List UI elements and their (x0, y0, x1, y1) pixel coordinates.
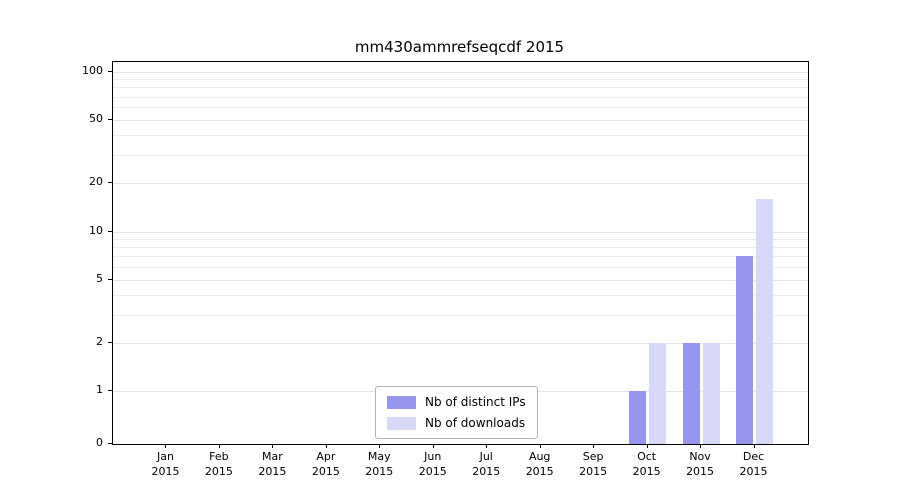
y-tick-label: 100 (82, 64, 103, 77)
gridline-major (113, 231, 808, 233)
bar (702, 342, 720, 444)
x-tick-label: Sep 2015 (579, 450, 608, 478)
gridline-minor (113, 87, 808, 89)
x-tick-label: Jun 2015 (418, 450, 447, 478)
legend: Nb of distinct IPs Nb of downloads (375, 386, 538, 439)
x-tick-mark (165, 444, 167, 448)
x-tick-label: Oct 2015 (632, 450, 661, 478)
x-tick-mark (379, 444, 381, 448)
x-tick-label: Feb 2015 (204, 450, 233, 478)
x-tick-label: Dec 2015 (739, 450, 768, 478)
bar (736, 256, 754, 444)
y-tick-label: 5 (96, 271, 103, 285)
legend-entry: Nb of distinct IPs (387, 395, 526, 409)
x-tick-mark (700, 444, 702, 448)
x-tick-label: May 2015 (365, 450, 394, 478)
x-tick-label: Jan 2015 (151, 450, 180, 478)
gridline-minor (113, 135, 808, 137)
gridline-minor (113, 266, 808, 268)
y-tick-mark (108, 341, 112, 343)
chart-title: mm430ammrefseqcdf 2015 (354, 38, 565, 56)
x-tick-label: Apr 2015 (311, 450, 340, 478)
y-tick-label: 20 (89, 175, 103, 189)
x-tick-mark (753, 444, 755, 448)
x-tick-mark (539, 444, 541, 448)
gridline-major (113, 120, 808, 121)
x-tick-label: Aug 2015 (525, 450, 554, 478)
legend-swatch (387, 416, 416, 430)
gridline-minor (113, 155, 808, 157)
gridline-minor (113, 314, 808, 316)
x-tick-mark (646, 444, 648, 448)
legend-label: Nb of distinct IPs (425, 395, 526, 409)
x-tick-label: Mar 2015 (258, 450, 287, 478)
x-tick-mark (432, 444, 434, 448)
x-tick-mark (593, 444, 595, 448)
gridline-minor (113, 79, 808, 81)
x-tick-label: Jul 2015 (472, 450, 501, 478)
x-tick-mark (272, 444, 274, 448)
y-tick-label: 2 (96, 334, 103, 348)
bar (682, 342, 700, 444)
x-tick-mark (218, 444, 220, 448)
legend-label: Nb of downloads (425, 416, 526, 430)
gridline-major (113, 72, 808, 73)
legend-entry: Nb of downloads (387, 416, 526, 430)
gridline-minor (113, 246, 808, 248)
y-tick-label: 10 (89, 223, 103, 237)
y-tick-mark (108, 182, 112, 184)
y-tick-mark (108, 443, 112, 444)
legend-swatch (387, 395, 416, 409)
plot-area: Nb of distinct IPs Nb of downloads (112, 61, 809, 445)
bar (649, 342, 667, 444)
x-tick-label: Nov 2015 (686, 450, 715, 478)
y-tick-mark (108, 278, 112, 280)
y-tick-mark (108, 119, 112, 120)
gridline-minor (113, 256, 808, 258)
gridline-minor (113, 294, 808, 296)
y-tick-mark (108, 230, 112, 232)
gridline-minor (113, 107, 808, 109)
gridline-major (113, 279, 808, 281)
y-tick-mark (108, 71, 112, 72)
x-tick-mark (325, 444, 327, 448)
bar (629, 391, 647, 444)
y-tick-label: 50 (89, 112, 103, 125)
gridline-major (113, 183, 808, 185)
y-tick-label: 1 (96, 383, 103, 396)
gridline-major (113, 342, 808, 344)
y-tick-mark (108, 390, 112, 391)
gridline-minor (113, 96, 808, 98)
x-tick-mark (486, 444, 488, 448)
gridline-minor (113, 238, 808, 240)
y-tick-label: 0 (96, 436, 103, 449)
bar (756, 198, 774, 444)
